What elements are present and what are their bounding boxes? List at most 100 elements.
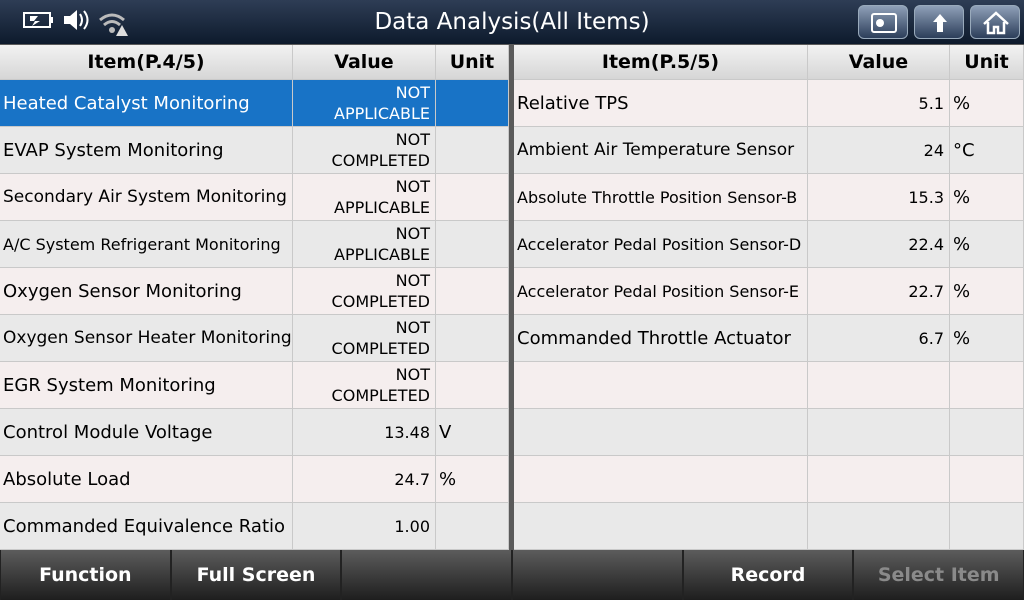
value: 13.48 <box>384 422 430 442</box>
value: 24.7 <box>394 469 430 489</box>
unit-cell: V <box>436 409 509 455</box>
data-row[interactable]: Secondary Air System Monitoring NOT APPLI… <box>0 174 509 221</box>
value: NOT APPLICABLE <box>334 177 430 217</box>
table-header: Item(P.5/5) Value Unit <box>514 45 1024 80</box>
value-cell: 22.7 <box>808 268 950 314</box>
value-cell: NOT COMPLETED <box>293 362 436 408</box>
left-table: Item(P.4/5) Value Unit Heated Catalyst Moni… <box>0 45 509 550</box>
item-cell: Oxygen Sensor Monitoring <box>0 268 293 314</box>
toolbar-button <box>342 550 512 600</box>
data-row[interactable]: Relative TPS 5.1% <box>514 80 1024 127</box>
data-row[interactable]: Control Module Voltage 13.48 V <box>0 409 509 456</box>
unit-cell: % <box>950 174 1024 220</box>
data-row[interactable]: Ambient Air Temperature Sensor 24 °C <box>514 127 1024 174</box>
item-cell: Commanded Equivalence Ratio <box>0 503 293 549</box>
unit-cell <box>436 80 509 126</box>
toolbar-button[interactable]: Record <box>683 550 853 600</box>
home-button[interactable] <box>970 5 1020 39</box>
unit-cell <box>436 221 509 267</box>
data-row[interactable]: Oxygen Sensor Heater Monitoring NOT COMPL… <box>0 315 509 362</box>
empty-row <box>514 409 1024 456</box>
back-button[interactable] <box>914 5 964 39</box>
data-row[interactable]: Heated Catalyst Monitoring NOT APPLICABLE <box>0 80 509 127</box>
data-row[interactable]: Oxygen Sensor Monitoring NOT COMPLETED <box>0 268 509 315</box>
item-cell <box>514 456 808 502</box>
value-cell: 24 <box>808 127 950 173</box>
value-cell: NOT COMPLETED <box>293 268 436 314</box>
unit-cell: °C <box>950 127 1024 173</box>
value-cell: NOT COMPLETED <box>293 127 436 173</box>
toolbar-button[interactable]: Full Screen <box>171 550 341 600</box>
toolbar: Function Full Screen Record Select Item <box>0 550 1024 600</box>
unit-cell <box>950 409 1024 455</box>
item-cell <box>514 409 808 455</box>
column-header: Unit <box>436 45 509 79</box>
value-cell: NOT APPLICABLE <box>293 80 436 126</box>
unit-cell: % <box>950 221 1024 267</box>
value: 15.3 <box>908 187 944 207</box>
empty-row <box>514 503 1024 550</box>
data-row[interactable]: Commanded Equivalence Ratio 1.00 <box>0 503 509 550</box>
value: 6.7 <box>918 328 944 348</box>
unit-cell: % <box>950 80 1024 126</box>
data-row[interactable]: EVAP System Monitoring NOT COMPLETED <box>0 127 509 174</box>
value-cell: 5.1 <box>808 80 950 126</box>
column-header: Unit <box>950 45 1024 79</box>
data-row[interactable]: A/C System Refrigerant Monitoring NOT APP… <box>0 221 509 268</box>
toolbar-button: Select Item <box>854 550 1024 600</box>
unit-cell <box>436 503 509 549</box>
item-cell: Absolute Load <box>0 456 293 502</box>
empty-row <box>514 456 1024 503</box>
value: 24 <box>923 140 944 160</box>
status-icons <box>23 10 128 36</box>
value-cell: 24.7 <box>293 456 436 502</box>
data-row[interactable]: Accelerator Pedal Position Sensor-E 22.7% <box>514 268 1024 315</box>
value: NOT APPLICABLE <box>334 224 430 264</box>
value-cell: NOT APPLICABLE <box>293 221 436 267</box>
report-button[interactable] <box>858 5 908 39</box>
right-table: Item(P.5/5) Value Unit Relative TPS 5.1% Ambi… <box>514 45 1024 550</box>
item-cell: Relative TPS <box>514 80 808 126</box>
unit-cell <box>950 503 1024 549</box>
toolbar-button[interactable]: Function <box>1 550 170 600</box>
value: 5.1 <box>918 93 944 113</box>
unit-cell <box>436 174 509 220</box>
value-cell: NOT APPLICABLE <box>293 174 436 220</box>
unit-cell <box>436 315 509 361</box>
unit-cell <box>436 268 509 314</box>
data-row[interactable]: Accelerator Pedal Position Sensor-D 22.4% <box>514 221 1024 268</box>
unit-cell: % <box>436 456 509 502</box>
toolbar-button <box>513 550 682 600</box>
item-cell: EGR System Monitoring <box>0 362 293 408</box>
value: NOT COMPLETED <box>331 318 430 358</box>
unit-cell <box>950 456 1024 502</box>
data-row[interactable]: Absolute Load 24.7% <box>0 456 509 503</box>
value: 22.4 <box>908 234 944 254</box>
data-row[interactable]: Commanded Throttle Actuator 6.7% <box>514 315 1024 362</box>
value-cell <box>808 362 950 408</box>
unit-cell: % <box>950 315 1024 361</box>
page-title: Data Analysis(All Items) <box>374 9 650 35</box>
item-cell: Control Module Voltage <box>0 409 293 455</box>
title-bar: Data Analysis(All Items) <box>0 0 1024 44</box>
unit-cell <box>950 362 1024 408</box>
value-cell: NOT COMPLETED <box>293 315 436 361</box>
item-cell: EVAP System Monitoring <box>0 127 293 173</box>
data-row[interactable]: EGR System Monitoring NOT COMPLETED <box>0 362 509 409</box>
value: NOT COMPLETED <box>331 130 430 170</box>
item-cell: Accelerator Pedal Position Sensor-D <box>514 221 808 267</box>
item-cell: Oxygen Sensor Heater Monitoring <box>0 315 293 361</box>
unit-cell <box>436 127 509 173</box>
value: 1.00 <box>394 516 430 536</box>
item-cell: A/C System Refrigerant Monitoring <box>0 221 293 267</box>
unit-cell <box>436 362 509 408</box>
value-cell: 1.00 <box>293 503 436 549</box>
data-row[interactable]: Absolute Throttle Position Sensor-B 15.3% <box>514 174 1024 221</box>
item-cell: Commanded Throttle Actuator <box>514 315 808 361</box>
value-cell: 6.7 <box>808 315 950 361</box>
empty-row <box>514 362 1024 409</box>
item-cell: Heated Catalyst Monitoring <box>0 80 293 126</box>
item-cell <box>514 362 808 408</box>
value-cell <box>808 409 950 455</box>
